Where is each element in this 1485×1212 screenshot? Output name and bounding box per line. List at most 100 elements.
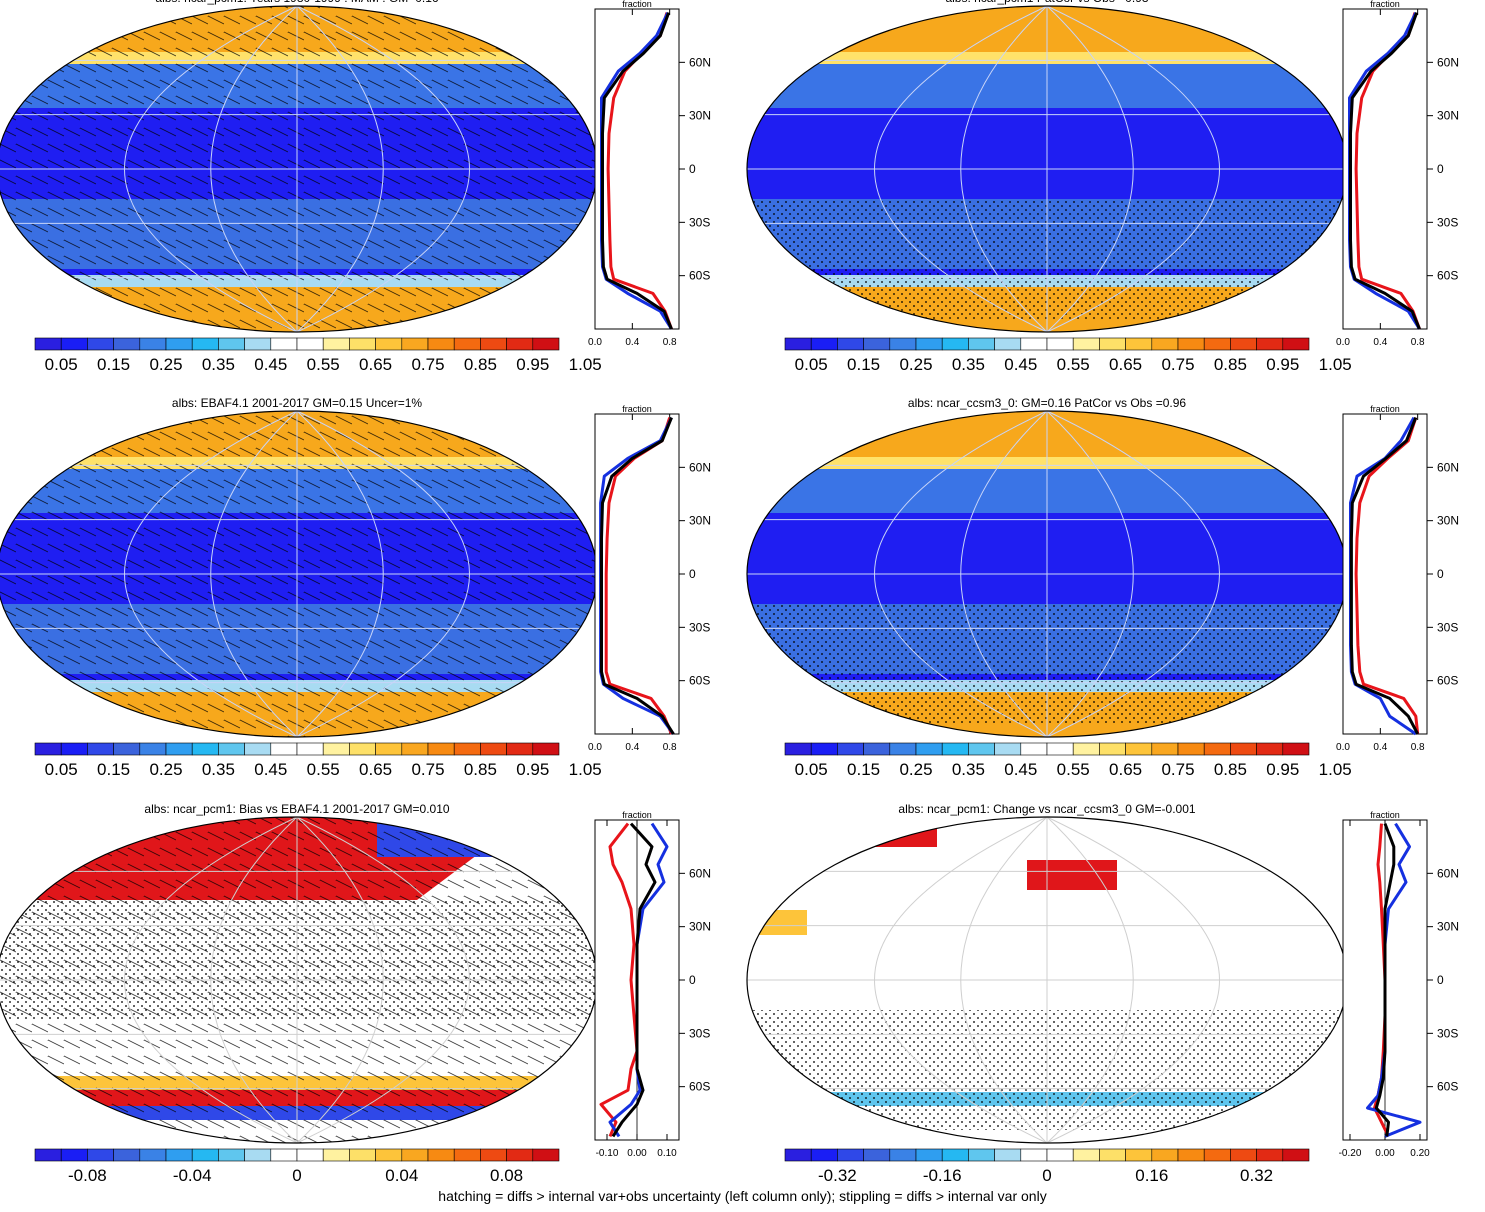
colorbar-label: 0.25 (899, 355, 932, 374)
x-tick-label: -0.20 (1339, 1148, 1362, 1159)
colorbar-label: 0.16 (1135, 1166, 1168, 1185)
colorbar-label: 0.05 (795, 760, 828, 779)
colorbar-swatch (784, 1148, 812, 1162)
zonal-series-line (1349, 417, 1420, 735)
lat-tick-label: 30N (689, 920, 711, 934)
colorbar-swatch (784, 337, 812, 351)
colorbar-swatch (427, 742, 455, 756)
colorbar-label: 0.75 (411, 760, 444, 779)
meridian (124, 817, 298, 1143)
zonal-axis-title: fraction (1370, 810, 1400, 820)
colorbar-label: 1.05 (1319, 355, 1352, 374)
meridian (960, 6, 1048, 332)
map-5 (0, 817, 597, 1143)
colorbar-swatch (968, 337, 995, 351)
x-tick-label: 0.8 (663, 337, 677, 348)
colorbar-label: 0.15 (97, 760, 130, 779)
x-tick-label: 0.00 (1375, 1148, 1395, 1159)
lat-tick-label: 30N (689, 109, 711, 123)
field-change-asia (747, 910, 807, 935)
colorbar-swatch (34, 742, 62, 756)
colorbar-swatch (810, 742, 838, 756)
colorbar-swatch (1177, 742, 1205, 756)
x-tick-label: 0.4 (625, 742, 639, 753)
colorbar-swatch (218, 742, 245, 756)
lat-tick-label: 60N (689, 460, 711, 474)
x-tick-label: -0.10 (596, 1148, 619, 1159)
colorbar-swatch (1256, 742, 1284, 756)
colorbar-label: 0.35 (202, 760, 235, 779)
x-tick-label: 0.8 (1411, 337, 1425, 348)
colorbar-swatch (994, 337, 1022, 351)
zonal-axis-title: fraction (622, 404, 652, 414)
meridian (1046, 817, 1220, 1143)
colorbar: -0.32 -0.16 0 0.16 0.32 (784, 1148, 1310, 1185)
colorbar-label: 0.45 (1004, 355, 1037, 374)
colorbar-label: 0.55 (307, 760, 340, 779)
colorbar-swatch (837, 1148, 864, 1162)
zonal-series-line (600, 417, 675, 735)
meridian (124, 411, 298, 737)
zonal-series-line (1349, 12, 1421, 330)
colorbar-swatch (506, 742, 534, 756)
colorbar-swatch (60, 337, 88, 351)
colorbar-swatch (401, 742, 429, 756)
meridian (1046, 6, 1220, 332)
colorbar-swatch (322, 337, 350, 351)
meridian (124, 6, 298, 332)
x-tick-label: 0.8 (1411, 742, 1425, 753)
x-tick-label: 0.4 (625, 337, 639, 348)
colorbar-swatch (60, 742, 88, 756)
meridian (296, 411, 470, 737)
colorbar-swatch (1282, 337, 1310, 351)
colorbar-swatch (1256, 337, 1284, 351)
map-2 (747, 6, 1347, 332)
colorbar-swatch (1020, 1148, 1048, 1162)
colorbar-label: 0.05 (45, 760, 78, 779)
colorbar-swatch (1151, 337, 1179, 351)
colorbar-swatch (1230, 337, 1257, 351)
colorbar-swatch (1072, 337, 1100, 351)
colorbar-swatch (1230, 1148, 1257, 1162)
colorbar-swatch (87, 337, 114, 351)
colorbar-swatch (244, 337, 272, 351)
lat-tick-label: 30N (1437, 514, 1459, 528)
lat-tick-label: 30N (1437, 920, 1459, 934)
colorbar-label: 0.55 (1057, 760, 1090, 779)
zonal-series-line (599, 822, 639, 1137)
lat-tick-label: 60N (689, 55, 711, 69)
colorbar-swatch (453, 1148, 481, 1162)
x-tick-label: 0.4 (1373, 337, 1387, 348)
colorbar-swatch (113, 1148, 141, 1162)
colorbar-label: 0.35 (952, 760, 985, 779)
colorbar-swatch (532, 1148, 560, 1162)
meridian (874, 6, 1048, 332)
colorbar-swatch (322, 742, 350, 756)
colorbar-swatch (244, 1148, 272, 1162)
colorbar-swatch (296, 337, 324, 351)
colorbar-swatch (480, 742, 507, 756)
x-tick-label: 0.8 (663, 742, 677, 753)
colorbar-label: 0.15 (847, 355, 880, 374)
lat-tick-label: 60S (689, 269, 710, 283)
colorbar-swatch (1125, 337, 1153, 351)
colorbar-label: 0.32 (1240, 1166, 1273, 1185)
meridian (960, 817, 1048, 1143)
meridian (296, 6, 384, 332)
colorbar-swatch (994, 1148, 1022, 1162)
field-change-north (867, 817, 937, 847)
panel-title: albs: ncar_pcm1: Change vs ncar_ccsm3_0 … (898, 802, 1195, 816)
meridian (960, 411, 1048, 737)
colorbar-swatch (889, 742, 917, 756)
colorbar-swatch (968, 742, 995, 756)
panel-title: albs: ncar_ccsm3_0: GM=0.16 PatCor vs Ob… (908, 396, 1186, 410)
colorbar-swatch (270, 337, 298, 351)
colorbar: 0.05 0.15 0.25 0.35 0.45 0.55 0.65 0.75 0.85 0.95… (784, 742, 1352, 779)
colorbar-swatch (296, 1148, 324, 1162)
colorbar-label: 0.85 (464, 355, 497, 374)
colorbar-swatch (375, 337, 403, 351)
colorbar-swatch (1177, 337, 1205, 351)
colorbar-swatch (1020, 337, 1048, 351)
lat-tick-label: 30S (1437, 620, 1458, 634)
